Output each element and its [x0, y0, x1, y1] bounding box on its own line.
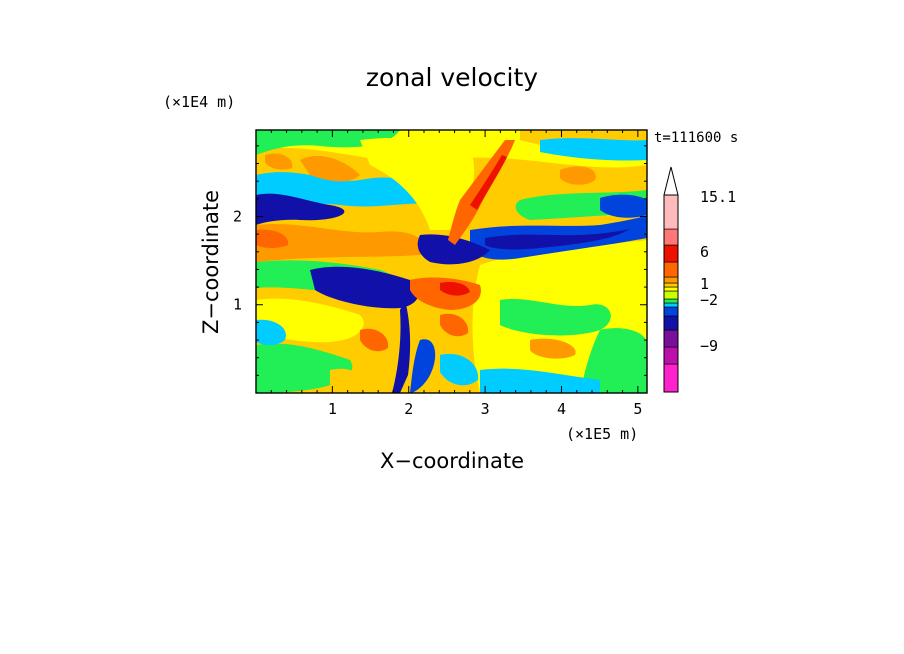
- field-band: [600, 194, 647, 218]
- colorbar-swatch: [663, 244, 679, 263]
- chart-title: zonal velocity: [366, 63, 538, 92]
- colorbar-tick-label: 6: [700, 243, 709, 261]
- field-band: [392, 300, 411, 393]
- colorbar-swatch: [663, 261, 679, 278]
- field-band: [417, 234, 490, 265]
- field-band: [470, 155, 507, 210]
- colorbar-tick-label: 1: [700, 275, 709, 293]
- field-band: [540, 138, 647, 161]
- field-band: [485, 229, 630, 250]
- y-tick-label: 2: [233, 207, 242, 225]
- colorbar-extend-arrow: [663, 166, 679, 196]
- field-band: [440, 282, 470, 296]
- x-tick-label: 5: [633, 400, 642, 418]
- field-band: [256, 229, 289, 249]
- colorbar-swatch: [663, 282, 679, 288]
- field-band: [330, 368, 366, 393]
- colorbar-swatch: [663, 290, 679, 300]
- colorbar-swatch: [663, 329, 679, 348]
- colorbar-swatch: [663, 363, 679, 393]
- field-band: [256, 343, 353, 393]
- field-band: [410, 339, 436, 393]
- colorbar-tick-label: −9: [700, 337, 718, 355]
- colorbar-frame: [663, 194, 679, 393]
- plot-frame: [255, 129, 648, 394]
- time-label: t=111600 s: [654, 130, 738, 146]
- y-axis: 12: [233, 145, 647, 376]
- x-axis-unit: (×1E5 m): [566, 425, 638, 443]
- field-band: [256, 223, 424, 262]
- field-band: [256, 193, 345, 225]
- velocity-field: [256, 130, 647, 393]
- field-band: [360, 328, 389, 352]
- colorbar-tick-label: −2: [700, 291, 718, 309]
- x-tick-label: 4: [557, 400, 566, 418]
- colorbar-swatch: [663, 346, 679, 365]
- colorbar-swatch: [663, 194, 679, 230]
- colorbar-swatch: [663, 298, 679, 304]
- field-band: [300, 155, 360, 182]
- colorbar-swatch: [663, 276, 679, 284]
- x-tick-label: 3: [481, 400, 490, 418]
- field-band: [480, 368, 600, 393]
- field-band: [330, 276, 415, 303]
- x-tick-label: 1: [328, 400, 337, 418]
- y-axis-label: Z−coordinate: [199, 190, 223, 334]
- field-band: [265, 153, 293, 170]
- field-band: [256, 319, 286, 346]
- field-band: [360, 138, 475, 230]
- colorbar-swatch: [663, 315, 679, 331]
- colorbar-tick-label: 15.1: [700, 188, 736, 206]
- x-axis-label: X−coordinate: [380, 449, 524, 473]
- field-band: [500, 298, 611, 336]
- x-axis: 1 2 3 4 5: [270, 130, 642, 418]
- field-band: [530, 338, 576, 359]
- field-band: [580, 328, 647, 393]
- field-band: [256, 130, 400, 155]
- colorbar-swatch: [663, 286, 679, 292]
- x-tick-label: 2: [404, 400, 413, 418]
- colorbar-swatch: [663, 306, 679, 317]
- colorbar: 15.1 6 1−2 −9: [663, 166, 736, 393]
- y-axis-unit: (×1E4 m): [163, 93, 235, 111]
- colorbar-swatch: [663, 228, 679, 246]
- field-band: [440, 353, 479, 386]
- y-tick-label: 1: [233, 296, 242, 314]
- colorbar-swatch: [663, 302, 679, 308]
- field-band: [560, 166, 596, 185]
- field-band: [440, 313, 469, 337]
